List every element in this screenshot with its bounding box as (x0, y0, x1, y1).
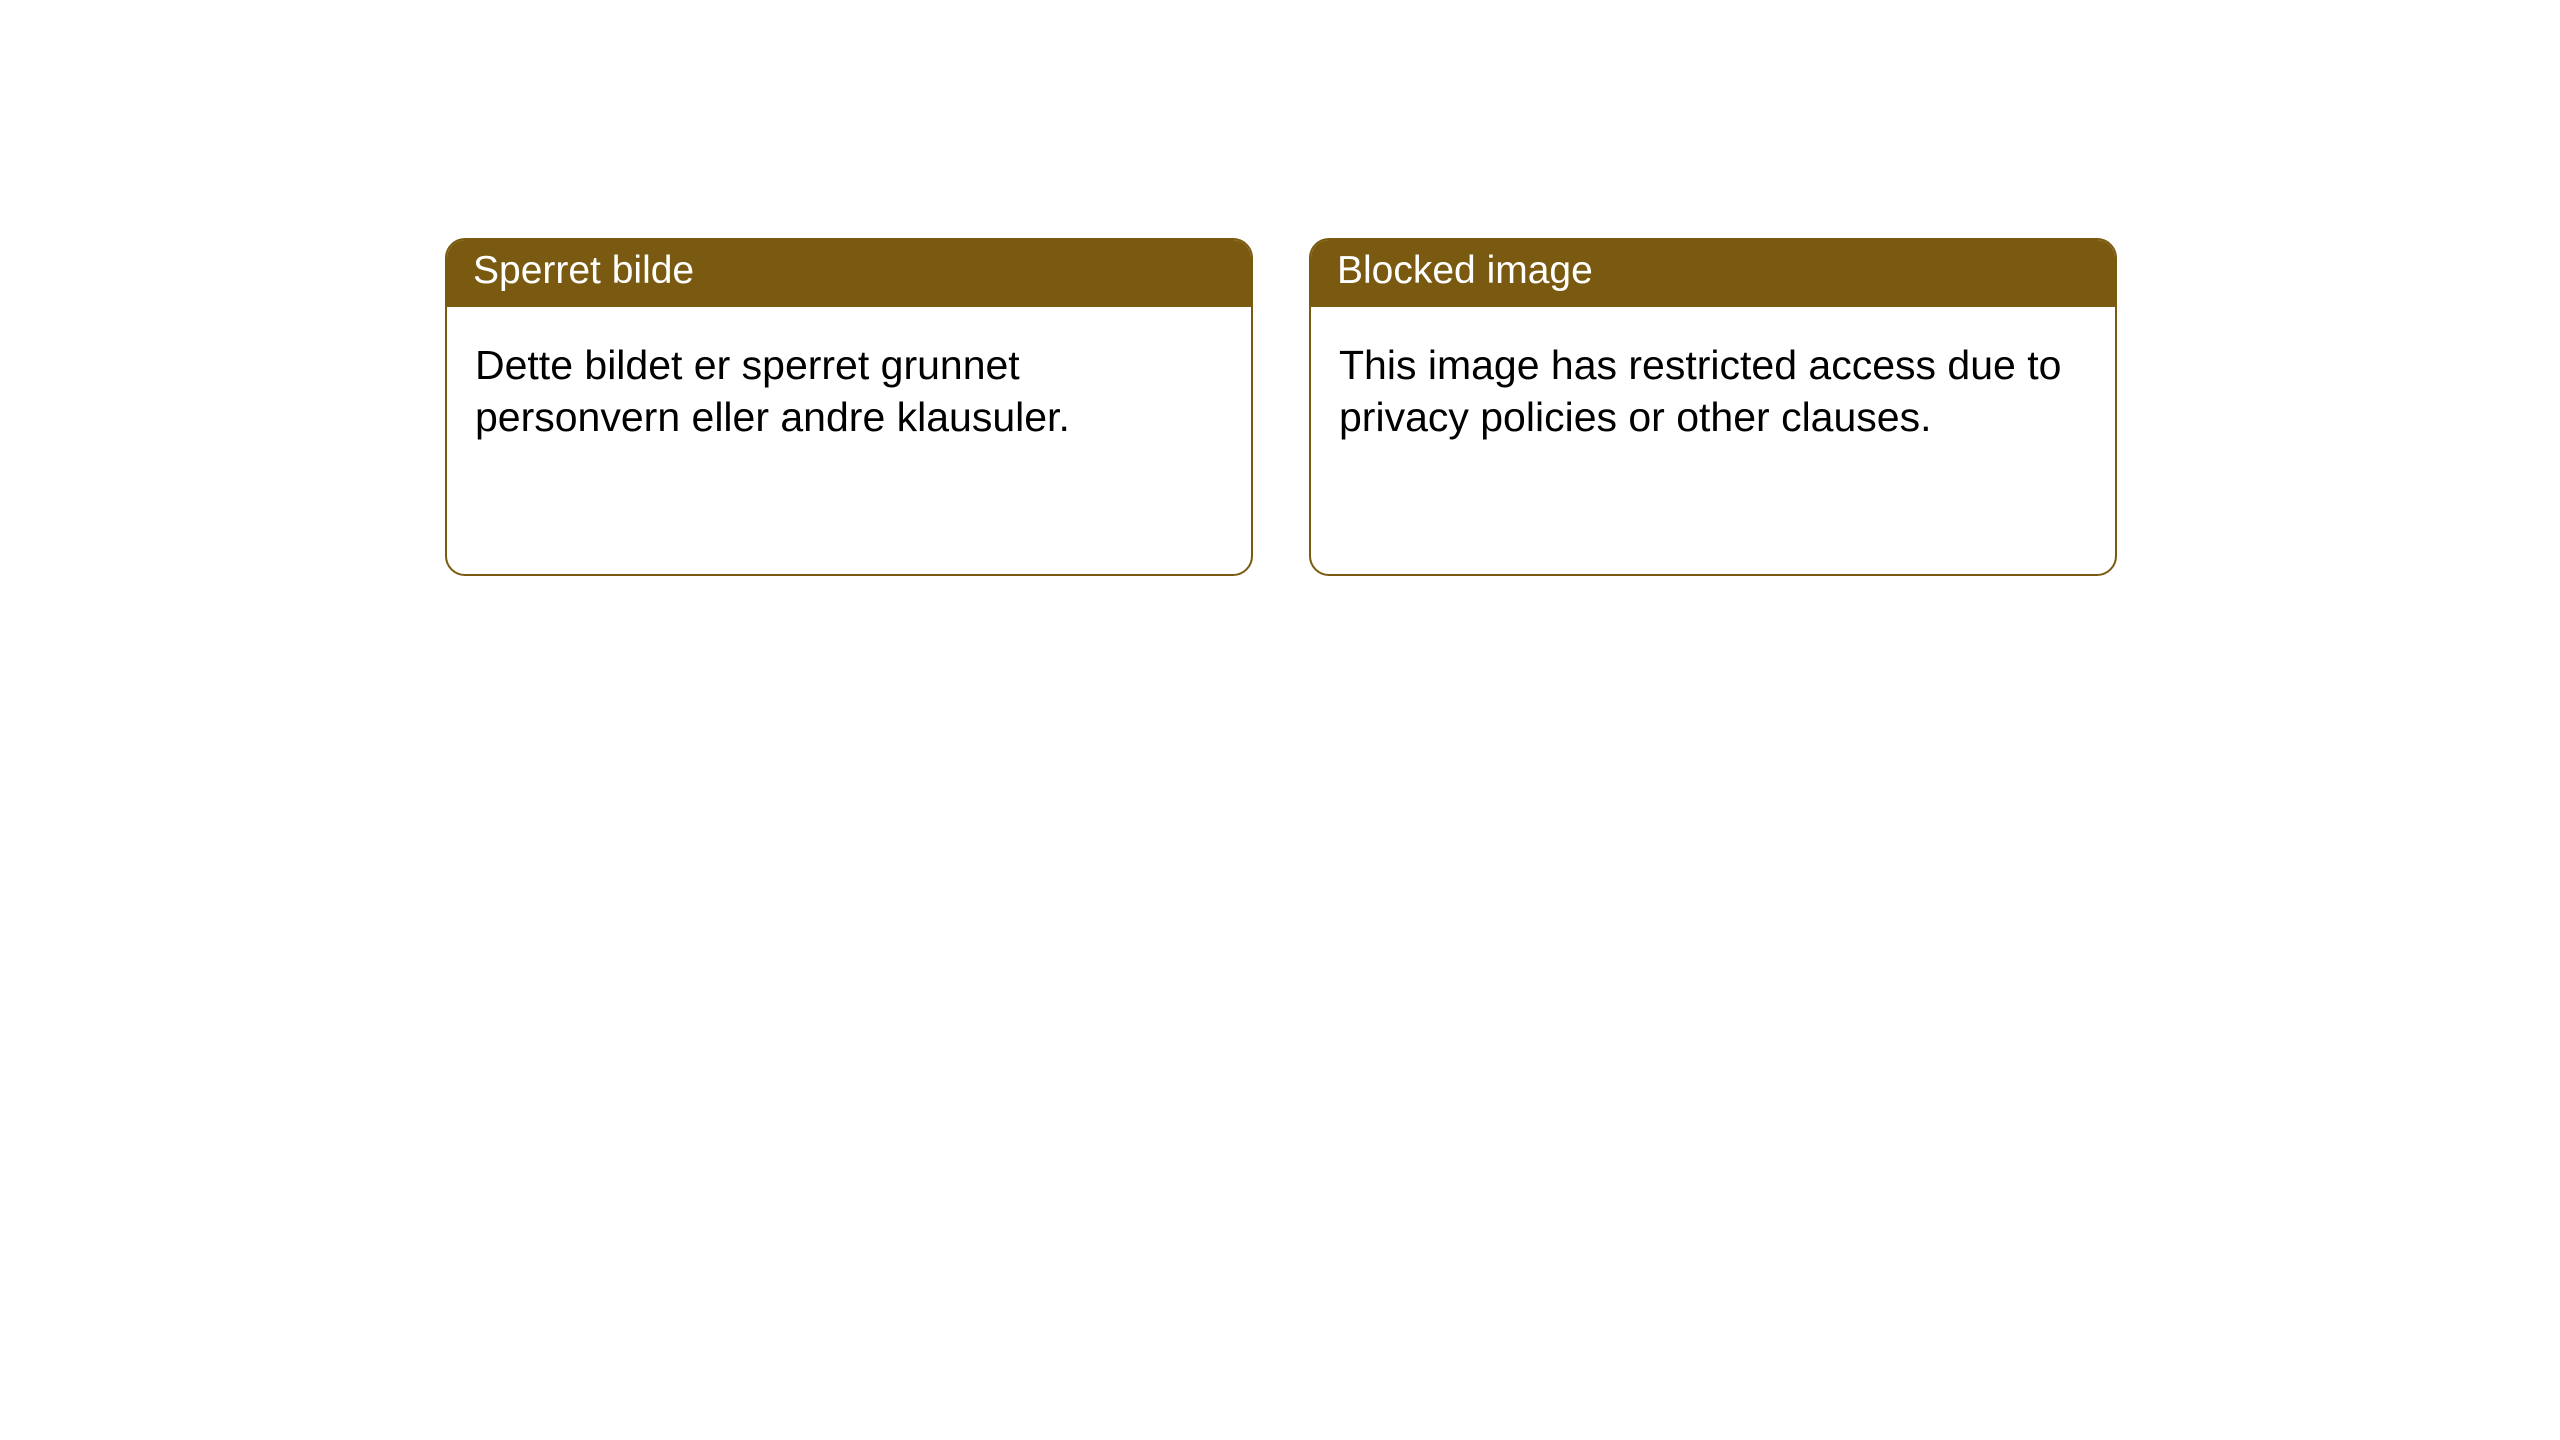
card-body: This image has restricted access due to … (1311, 307, 2115, 476)
card-body: Dette bildet er sperret grunnet personve… (447, 307, 1251, 476)
notice-card-english: Blocked image This image has restricted … (1309, 238, 2117, 576)
card-header: Sperret bilde (447, 240, 1251, 307)
card-header: Blocked image (1311, 240, 2115, 307)
notice-cards-container: Sperret bilde Dette bildet er sperret gr… (0, 0, 2560, 576)
card-title: Blocked image (1337, 249, 1593, 292)
notice-card-norwegian: Sperret bilde Dette bildet er sperret gr… (445, 238, 1253, 576)
card-title: Sperret bilde (473, 249, 694, 292)
card-body-text: Dette bildet er sperret grunnet personve… (475, 342, 1070, 440)
card-body-text: This image has restricted access due to … (1339, 342, 2061, 440)
